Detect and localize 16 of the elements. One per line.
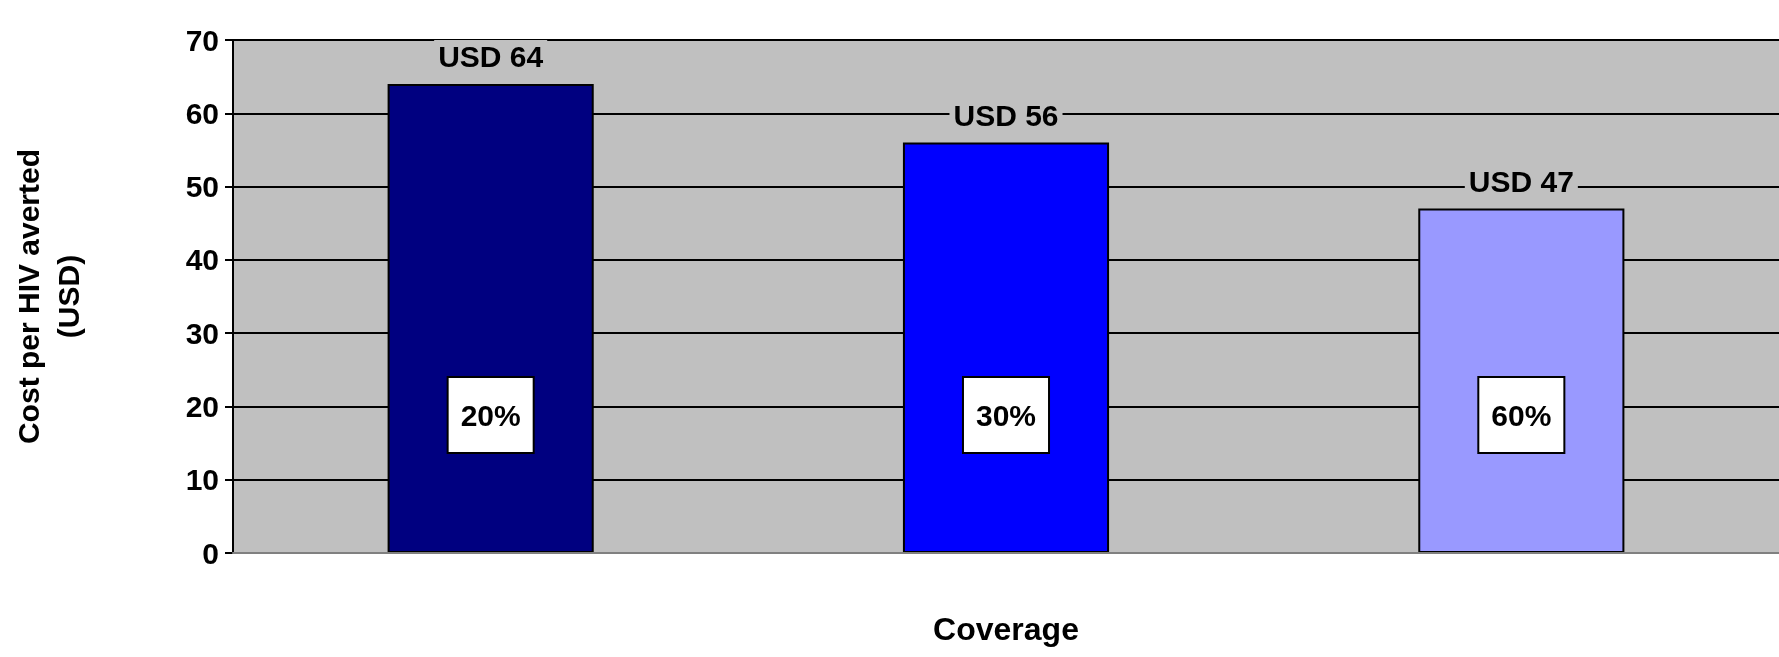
y-tick-label: 50 <box>185 170 219 204</box>
data-label: USD 56 <box>953 99 1059 133</box>
x-tick-label: 60% <box>1491 398 1552 432</box>
y-tick-label: 10 <box>185 463 219 497</box>
y-tick-label: 60 <box>185 96 219 130</box>
y-axis-title: Cost per HIV averted (USD) <box>11 148 85 445</box>
y-tick-label: 40 <box>185 243 219 277</box>
y-tick-label: 70 <box>185 23 219 57</box>
x-axis-title: Coverage <box>933 611 1079 647</box>
x-tick-label: 20% <box>460 398 521 432</box>
y-tick-label: 0 <box>202 536 219 570</box>
y-tick-label: 20 <box>185 389 219 423</box>
x-tick-label: 30% <box>975 398 1037 432</box>
data-label: USD 64 <box>438 40 544 74</box>
y-tick-label: 30 <box>185 316 219 350</box>
data-label: USD 47 <box>1468 165 1574 199</box>
